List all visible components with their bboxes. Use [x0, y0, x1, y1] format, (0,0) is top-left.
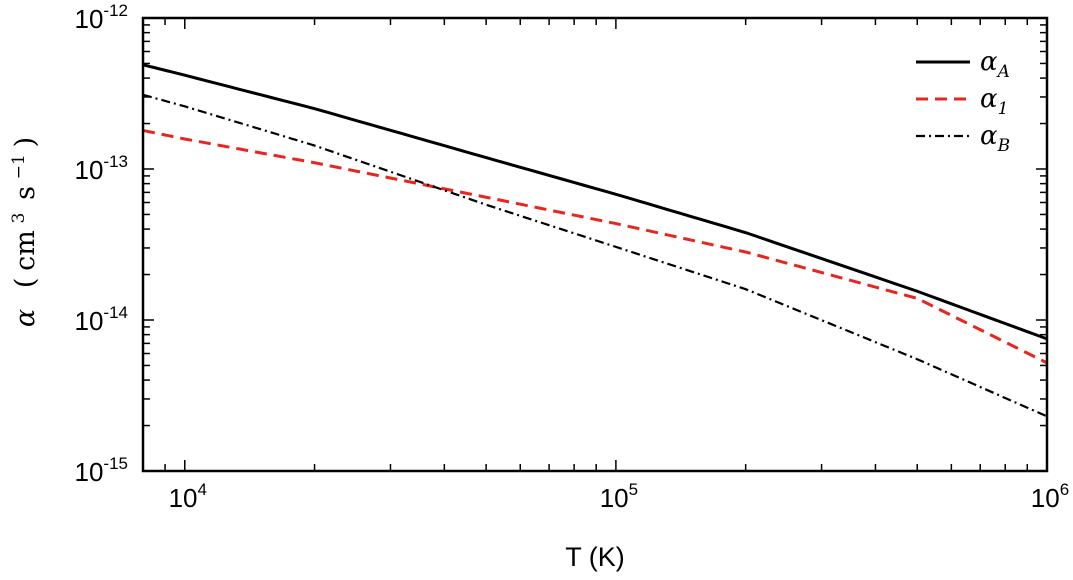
- legend-label: αA: [980, 47, 1010, 82]
- x-axis-label: T (K): [565, 542, 625, 572]
- y-tick-label: 10-12: [75, 1, 129, 34]
- x-tick-label: 105: [600, 480, 638, 513]
- y-tick-label: 10-13: [75, 152, 129, 185]
- legend-label: α1: [980, 84, 1008, 119]
- tick-marks: [142, 17, 1048, 472]
- plot-frame: [141, 16, 1049, 473]
- x-tick-label: 104: [169, 480, 207, 513]
- series-layer: [142, 63, 1048, 418]
- series-line-B: [142, 93, 1048, 418]
- tick-labels: 104 105 106 10-12 10-13 10-14 10-15: [75, 1, 1070, 513]
- x-tick-label: 106: [1031, 480, 1069, 513]
- series-line-A: [142, 63, 1048, 341]
- series-line-1: [142, 128, 1048, 365]
- y-axis-label: α ( cm 3 s −1 ): [9, 137, 41, 327]
- y-tick-label: 10-14: [75, 303, 129, 336]
- y-tick-label: 10-15: [75, 454, 129, 487]
- legend-label: αB: [980, 121, 1010, 156]
